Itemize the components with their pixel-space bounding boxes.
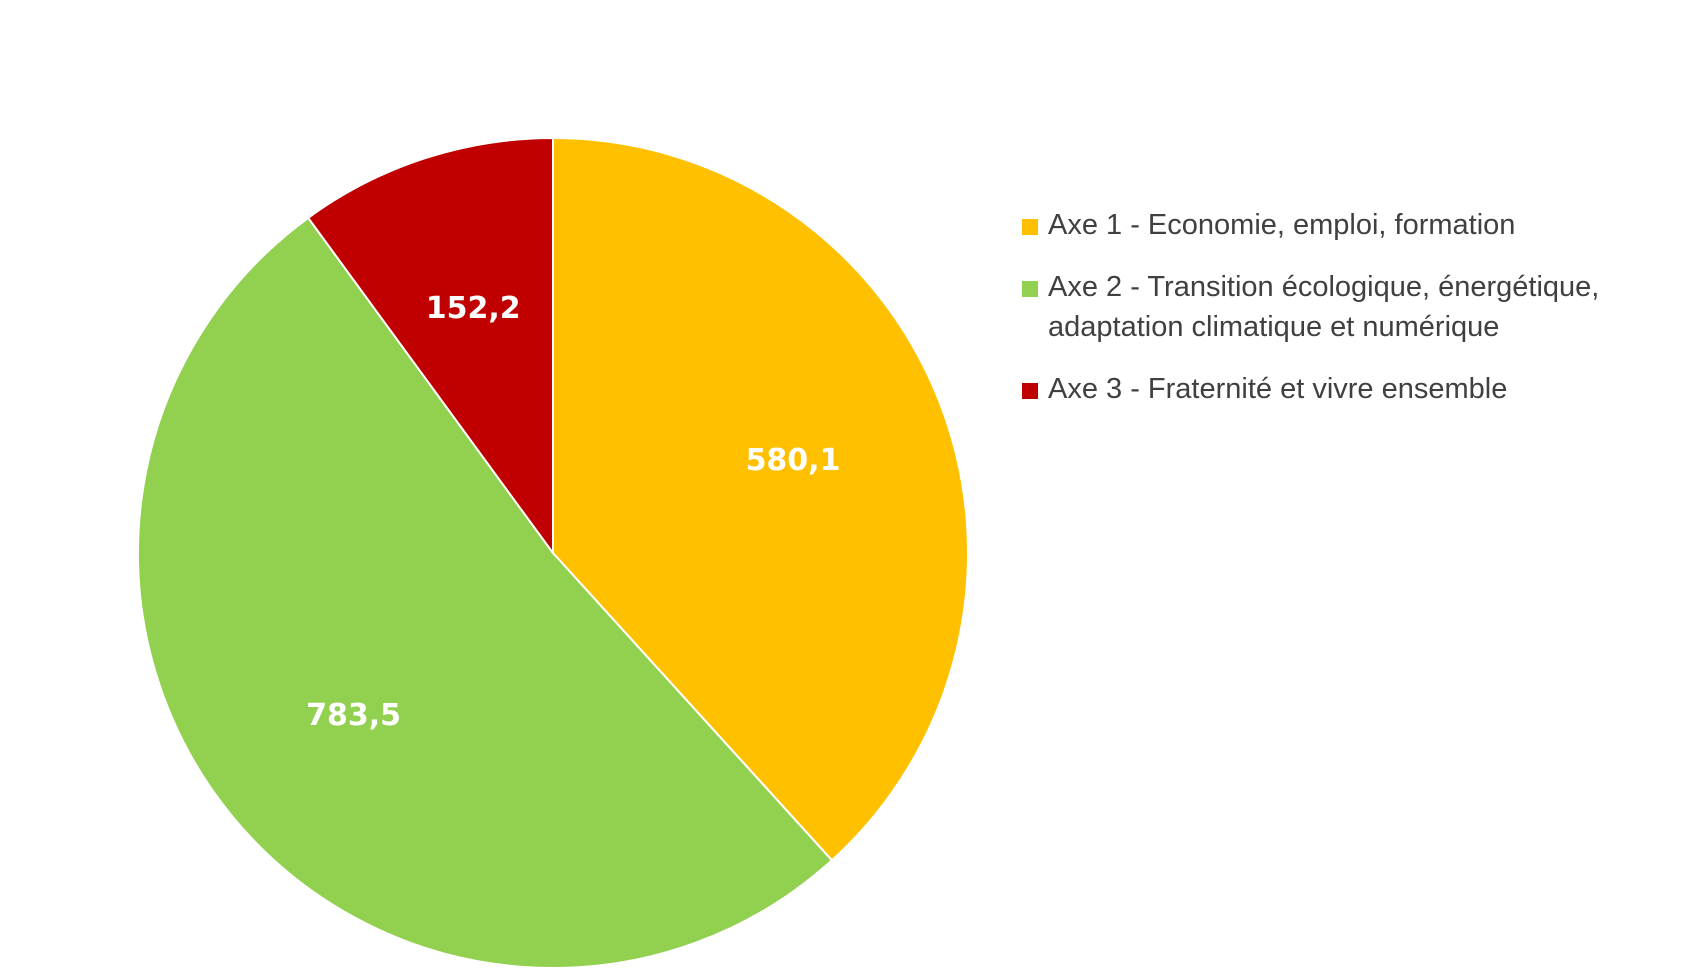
chart-legend: Axe 1 - Economie, emploi, formation Axe … — [1018, 205, 1678, 409]
data-label-axe-2: 783,5 — [306, 698, 401, 733]
pie-data-labels: 580,1 783,5 152,2 — [306, 291, 840, 733]
legend-item-axe-2: Axe 2 - Transition écologique, énergétiq… — [1018, 267, 1678, 347]
pie-slice-axe-1 — [552, 136, 969, 862]
pie-slice-axe-3 — [306, 136, 554, 557]
data-label-axe-1: 580,1 — [746, 443, 841, 478]
legend-swatch-axe-1 — [1022, 219, 1038, 235]
legend-label-axe-2: Axe 2 - Transition écologique, énergétiq… — [1048, 271, 1600, 343]
pie-slices — [137, 136, 969, 969]
legend-item-axe-3: Axe 3 - Fraternité et vivre ensemble — [1018, 369, 1678, 409]
legend-label-axe-3: Axe 3 - Fraternité et vivre ensemble — [1048, 373, 1508, 405]
legend-swatch-axe-2 — [1022, 281, 1038, 297]
legend-item-axe-1: Axe 1 - Economie, emploi, formation — [1018, 205, 1678, 245]
data-label-axe-3: 152,2 — [426, 291, 521, 326]
pie-slice-axe-2 — [137, 216, 834, 969]
legend-swatch-axe-3 — [1022, 383, 1038, 399]
legend-label-axe-1: Axe 1 - Economie, emploi, formation — [1048, 209, 1516, 241]
